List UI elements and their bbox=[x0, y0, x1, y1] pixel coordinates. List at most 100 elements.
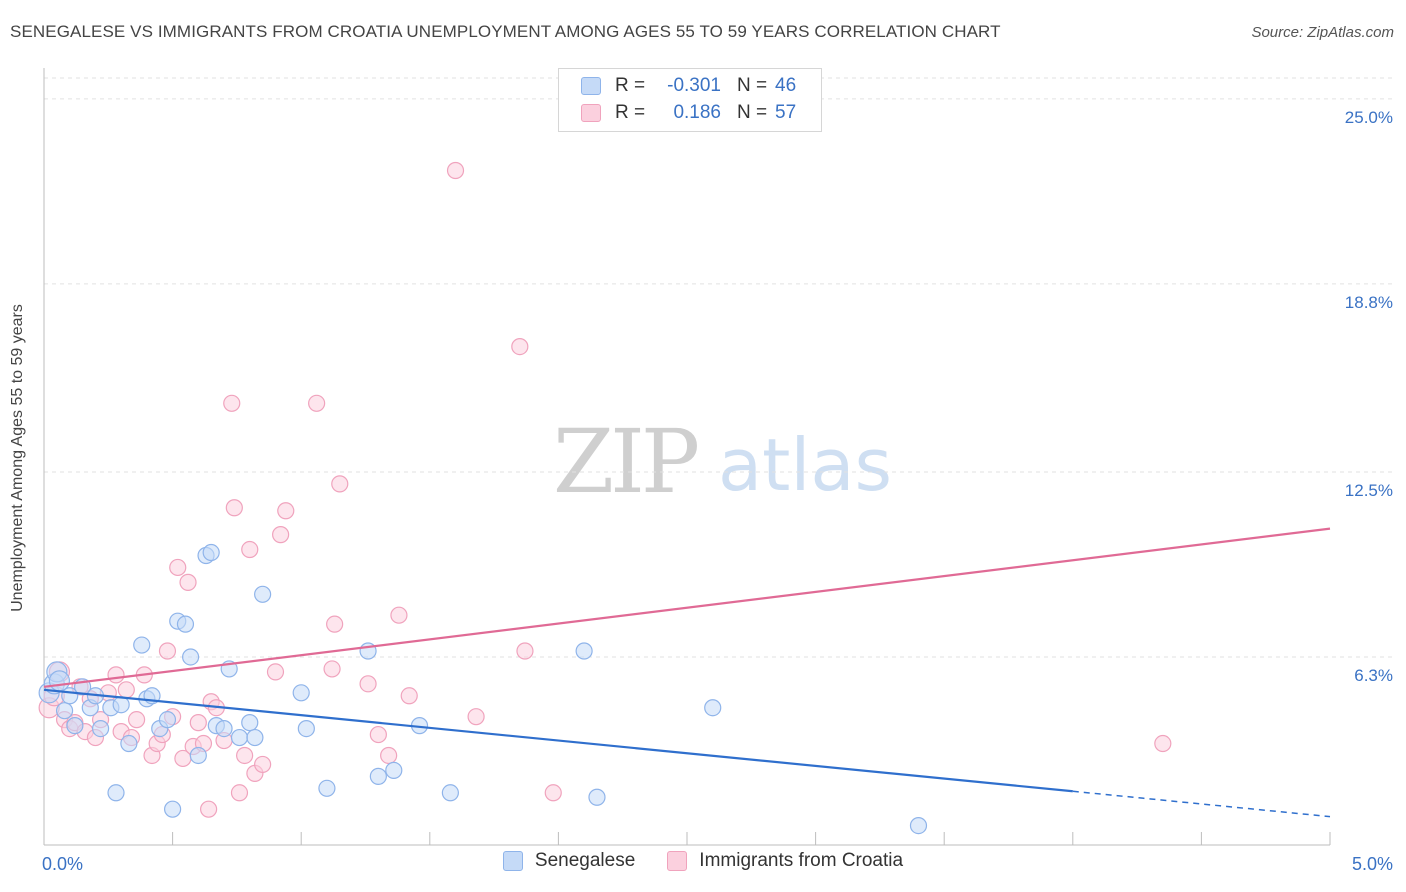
legend-n-label: N = bbox=[737, 75, 768, 96]
point-senegalese bbox=[369, 767, 387, 785]
watermark-zip: ZIP bbox=[553, 410, 698, 513]
legend-row-croatia: R = 0.186 N = 57 bbox=[581, 101, 796, 125]
point-senegalese bbox=[215, 720, 233, 738]
correlation-legend: R = -0.301 N = 46 R = 0.186 N = 57 bbox=[558, 68, 822, 132]
point-croatia bbox=[400, 687, 418, 705]
point-croatia bbox=[272, 526, 290, 544]
point-croatia bbox=[516, 642, 534, 660]
point-croatia bbox=[223, 394, 241, 412]
point-croatia bbox=[277, 502, 295, 520]
point-croatia bbox=[127, 711, 146, 729]
point-croatia bbox=[225, 499, 243, 517]
point-senegalese bbox=[297, 720, 315, 738]
legend-label-croatia: Immigrants from Croatia bbox=[699, 850, 904, 871]
point-senegalese bbox=[909, 817, 928, 835]
legend-r-value: 0.186 bbox=[673, 102, 721, 123]
point-croatia bbox=[369, 725, 387, 744]
legend-swatch-senegalese bbox=[502, 851, 523, 871]
point-senegalese bbox=[441, 784, 459, 802]
legend-r-label: R = bbox=[615, 75, 646, 96]
y-tick-label: 18.8% bbox=[1345, 293, 1393, 312]
point-senegalese bbox=[55, 702, 74, 720]
point-senegalese bbox=[575, 642, 593, 660]
point-croatia bbox=[331, 475, 349, 493]
axes bbox=[43, 68, 1331, 846]
y-tick-label: 6.3% bbox=[1354, 666, 1393, 685]
point-croatia bbox=[380, 746, 398, 765]
legend-item-senegalese[interactable]: Senegalese bbox=[502, 850, 636, 872]
point-croatia bbox=[169, 558, 187, 577]
point-senegalese bbox=[385, 761, 403, 779]
point-senegalese bbox=[120, 734, 138, 753]
point-senegalese bbox=[318, 779, 336, 797]
y-tick-label: 25.0% bbox=[1345, 108, 1393, 127]
trend-line-senegalese bbox=[43, 688, 1073, 793]
point-senegalese bbox=[112, 696, 130, 714]
point-senegalese bbox=[230, 728, 249, 747]
point-croatia bbox=[511, 337, 529, 356]
point-senegalese bbox=[246, 728, 264, 747]
point-croatia bbox=[254, 755, 272, 774]
legend-label-senegalese: Senegalese bbox=[534, 850, 636, 871]
point-croatia bbox=[179, 573, 197, 591]
point-croatia bbox=[544, 784, 562, 802]
legend-n-label: N = bbox=[737, 102, 768, 123]
point-senegalese bbox=[133, 636, 151, 654]
legend-r-label: R = bbox=[615, 102, 646, 123]
x-tick-label: 5.0% bbox=[1352, 854, 1393, 874]
point-senegalese bbox=[66, 717, 84, 735]
point-croatia bbox=[236, 746, 254, 765]
point-croatia bbox=[1154, 734, 1172, 753]
point-senegalese bbox=[189, 746, 207, 765]
y-axis-label-wrap: Unemployment Among Ages 55 to 59 years bbox=[9, 304, 27, 612]
point-croatia bbox=[158, 642, 177, 660]
legend-r-value: -0.301 bbox=[667, 75, 721, 96]
point-croatia bbox=[200, 800, 218, 818]
point-croatia bbox=[467, 708, 485, 726]
data-points bbox=[38, 161, 1172, 835]
watermark-atlas: atlas bbox=[718, 423, 892, 507]
point-croatia bbox=[446, 161, 465, 180]
point-senegalese bbox=[91, 720, 110, 738]
point-croatia bbox=[117, 681, 135, 699]
point-senegalese bbox=[176, 615, 195, 633]
series-legend: Senegalese Immigrants from Croatia bbox=[0, 850, 1406, 872]
watermark: ZIP atlas bbox=[553, 410, 892, 513]
legend-row-senegalese: R = -0.301 N = 46 bbox=[581, 74, 796, 98]
legend-swatch-croatia bbox=[581, 104, 601, 122]
point-senegalese bbox=[164, 800, 182, 818]
y-tick-label: 12.5% bbox=[1345, 481, 1393, 500]
point-croatia bbox=[308, 394, 326, 412]
point-senegalese bbox=[182, 648, 200, 666]
point-croatia bbox=[359, 675, 377, 693]
y-axis-label: Unemployment Among Ages 55 to 59 years bbox=[9, 304, 26, 612]
source-label: Source: ZipAtlas.com bbox=[1251, 24, 1394, 41]
point-croatia bbox=[326, 615, 344, 633]
point-senegalese bbox=[292, 684, 310, 702]
legend-swatch-senegalese bbox=[581, 77, 601, 95]
trend-lines bbox=[43, 527, 1331, 818]
legend-swatch-croatia bbox=[667, 851, 688, 871]
chart-title: SENEGALESE VS IMMIGRANTS FROM CROATIA UN… bbox=[10, 22, 1001, 41]
trend-line-croatia bbox=[43, 527, 1331, 688]
legend-n-value: 46 bbox=[775, 75, 797, 96]
point-croatia bbox=[230, 784, 249, 802]
point-senegalese bbox=[704, 699, 722, 717]
point-senegalese bbox=[588, 788, 606, 806]
point-croatia bbox=[390, 606, 408, 624]
point-senegalese bbox=[202, 543, 220, 562]
point-senegalese bbox=[241, 714, 259, 732]
legend-item-croatia[interactable]: Immigrants from Croatia bbox=[667, 850, 903, 872]
legend-n-value: 57 bbox=[775, 102, 797, 123]
point-croatia bbox=[241, 540, 259, 559]
point-senegalese bbox=[158, 711, 177, 729]
trend-line-senegalese-extension bbox=[1072, 790, 1331, 818]
tick-labels: 25.0% 18.8% 12.5% 6.3% 0.0% 5.0% bbox=[42, 108, 1393, 874]
point-senegalese bbox=[254, 585, 272, 603]
point-croatia bbox=[266, 663, 285, 681]
grid-lines bbox=[44, 77, 1395, 658]
x-tick-label: 0.0% bbox=[42, 854, 83, 874]
point-senegalese bbox=[107, 784, 125, 802]
point-croatia bbox=[189, 714, 207, 732]
